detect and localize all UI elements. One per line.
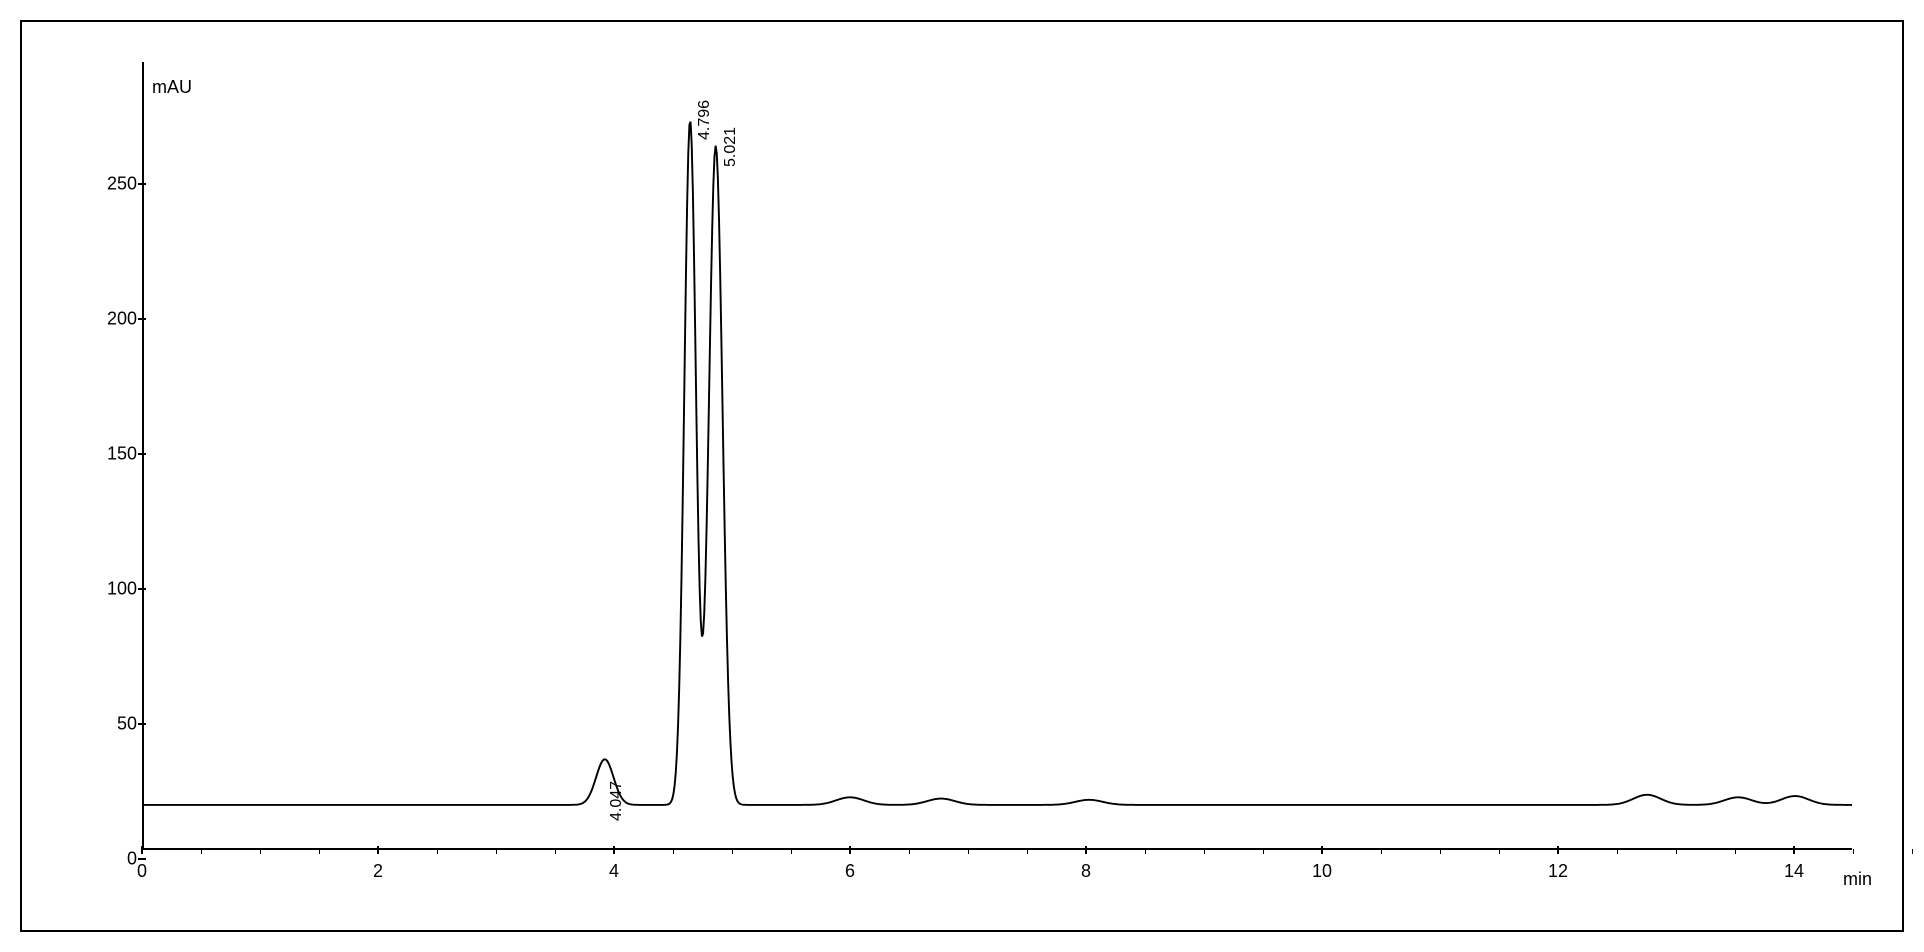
x-tick-label: 4 [609,861,619,882]
x-minor-tick [555,849,556,854]
x-minor-tick [968,849,969,854]
x-minor-tick [496,849,497,854]
chart-area: mAU min 050100150200250024681012144.0474… [62,52,1882,910]
y-tick-label: 150 [97,443,137,464]
signal-path [144,122,1852,805]
x-minor-tick [1381,849,1382,854]
x-tick-mark [1557,846,1559,854]
y-tick-label: 100 [97,579,137,600]
x-minor-tick [1027,849,1028,854]
x-tick-label: 2 [373,861,383,882]
y-tick-mark [138,453,146,455]
x-tick-mark [613,846,615,854]
x-minor-tick [1676,849,1677,854]
x-tick-mark [1793,846,1795,854]
y-tick-mark [138,318,146,320]
y-tick-mark [138,183,146,185]
x-minor-tick [437,849,438,854]
x-axis-label: min [1843,869,1872,890]
x-minor-tick [1735,849,1736,854]
x-minor-tick [791,849,792,854]
x-minor-tick [1617,849,1618,854]
x-tick-mark [1321,846,1323,854]
x-minor-tick [1263,849,1264,854]
y-tick-label: 200 [97,308,137,329]
x-tick-label: 8 [1081,861,1091,882]
x-minor-tick [1499,849,1500,854]
x-minor-tick [319,849,320,854]
x-tick-label: 6 [845,861,855,882]
peak-label: 4.047 [608,781,626,821]
x-minor-tick [732,849,733,854]
y-tick-label: 250 [97,173,137,194]
x-tick-mark [141,846,143,854]
plot-region [142,62,1852,850]
x-minor-tick [260,849,261,854]
peak-label: 4.796 [696,100,714,140]
chromatogram-trace [144,62,1852,848]
x-minor-tick [673,849,674,854]
peak-label: 5.021 [722,127,740,167]
x-minor-tick [1145,849,1146,854]
x-tick-label: 14 [1784,861,1804,882]
x-minor-tick [1204,849,1205,854]
x-minor-tick [201,849,202,854]
x-tick-label: 0 [137,861,147,882]
chart-frame: mAU min 050100150200250024681012144.0474… [20,20,1904,932]
x-tick-mark [377,846,379,854]
y-tick-mark [138,588,146,590]
x-minor-tick [1912,849,1913,854]
x-tick-mark [849,846,851,854]
x-tick-label: 12 [1548,861,1568,882]
x-minor-tick [909,849,910,854]
x-minor-tick [1440,849,1441,854]
y-tick-mark [138,723,146,725]
x-tick-mark [1085,846,1087,854]
x-minor-tick [1853,849,1854,854]
x-tick-label: 10 [1312,861,1332,882]
y-tick-label: 50 [97,714,137,735]
y-tick-label: 0 [97,849,137,870]
